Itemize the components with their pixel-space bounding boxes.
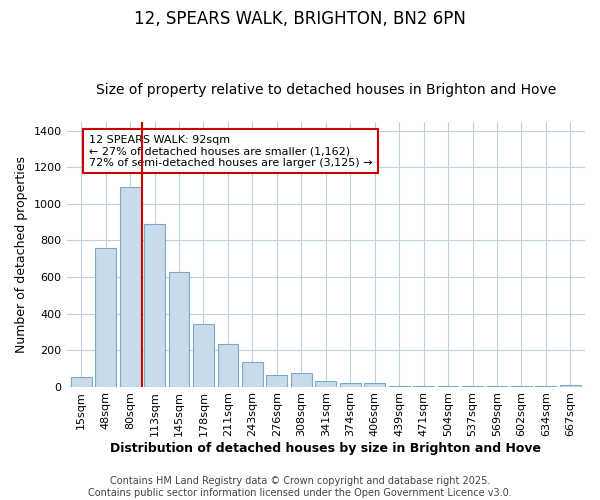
Text: 12, SPEARS WALK, BRIGHTON, BN2 6PN: 12, SPEARS WALK, BRIGHTON, BN2 6PN bbox=[134, 10, 466, 28]
Bar bbox=[560, 385, 581, 386]
Bar bbox=[169, 272, 190, 386]
Bar bbox=[364, 383, 385, 386]
Bar bbox=[291, 373, 312, 386]
Text: Contains HM Land Registry data © Crown copyright and database right 2025.
Contai: Contains HM Land Registry data © Crown c… bbox=[88, 476, 512, 498]
Bar bbox=[316, 381, 336, 386]
Text: 12 SPEARS WALK: 92sqm
← 27% of detached houses are smaller (1,162)
72% of semi-d: 12 SPEARS WALK: 92sqm ← 27% of detached … bbox=[89, 134, 372, 168]
Y-axis label: Number of detached properties: Number of detached properties bbox=[15, 156, 28, 352]
Bar bbox=[120, 186, 140, 386]
Bar bbox=[71, 378, 92, 386]
Bar bbox=[193, 324, 214, 386]
Bar bbox=[266, 374, 287, 386]
X-axis label: Distribution of detached houses by size in Brighton and Hove: Distribution of detached houses by size … bbox=[110, 442, 541, 455]
Bar bbox=[340, 383, 361, 386]
Title: Size of property relative to detached houses in Brighton and Hove: Size of property relative to detached ho… bbox=[95, 83, 556, 97]
Bar bbox=[95, 248, 116, 386]
Bar bbox=[242, 362, 263, 386]
Bar bbox=[144, 224, 165, 386]
Bar bbox=[218, 344, 238, 386]
